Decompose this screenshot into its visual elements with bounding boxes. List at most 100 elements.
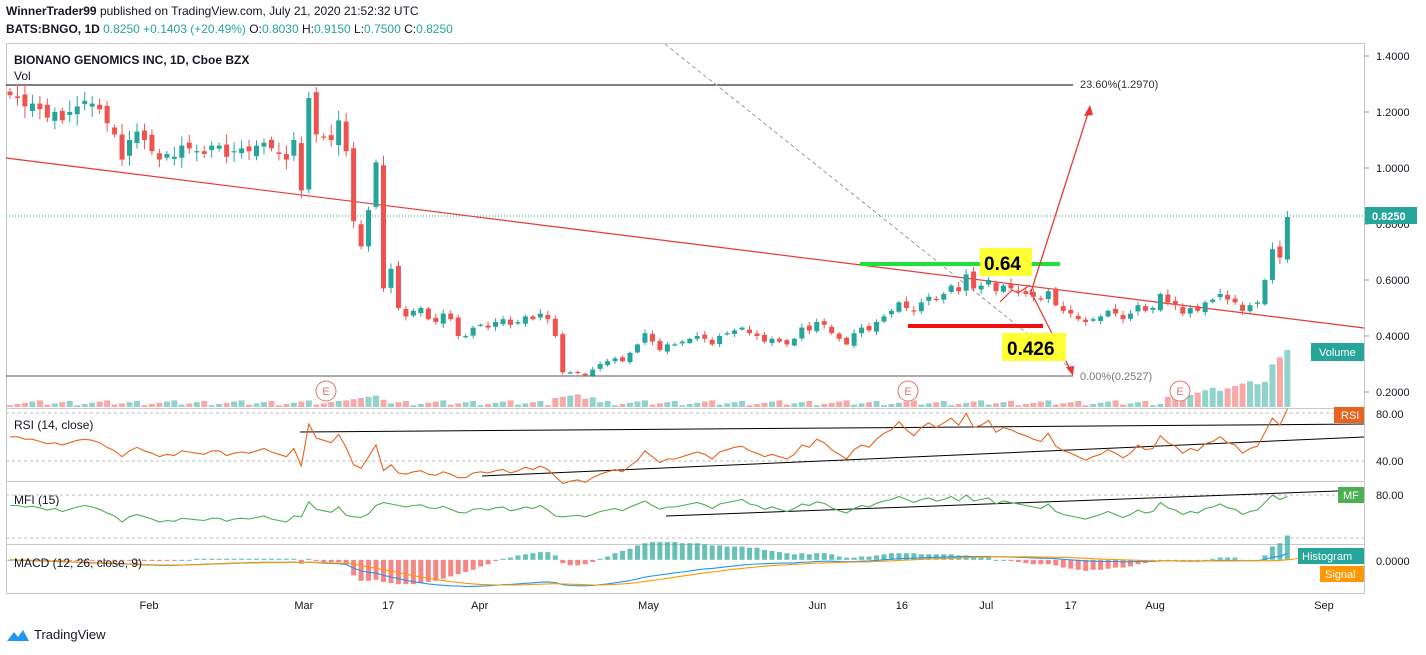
- macd-histogram-bar: [291, 558, 297, 560]
- price-axis[interactable]: 1.40001.20001.00000.80000.60000.40000.20…: [1364, 51, 1410, 399]
- macd-histogram-bar: [500, 558, 506, 560]
- volume-bar: [1209, 387, 1216, 407]
- volume-bar: [1082, 405, 1089, 407]
- volume-bar: [1134, 402, 1141, 407]
- volume-bar: [522, 403, 529, 407]
- macd-histogram-bar: [597, 558, 603, 560]
- volume-bar: [880, 405, 887, 407]
- earnings-marker-3[interactable]: E: [1169, 380, 1191, 402]
- volume-bar: [1045, 400, 1052, 407]
- macd-histogram-bar: [507, 557, 513, 560]
- candle-body: [1068, 309, 1074, 314]
- candle-body: [1210, 299, 1216, 302]
- macd-histogram-bar: [732, 546, 738, 560]
- macd-histogram-bar: [993, 559, 999, 561]
- volume-bar: [1172, 394, 1179, 407]
- macd-histogram-bar: [620, 550, 626, 560]
- volume-bar: [813, 405, 820, 407]
- macd-histogram-bar: [888, 553, 894, 560]
- macd-histogram-bar: [1225, 557, 1231, 560]
- candle-body: [507, 319, 513, 325]
- volume-bar: [1187, 395, 1194, 407]
- footer-brand[interactable]: TradingView: [6, 627, 106, 642]
- macd-histogram-bar: [366, 559, 372, 581]
- macd-histogram-bar: [552, 555, 558, 560]
- svg-text:E: E: [322, 386, 329, 398]
- candle-body: [179, 145, 185, 158]
- candle-body: [859, 327, 865, 334]
- symbol[interactable]: BATS:BNGO, 1D: [6, 22, 100, 36]
- level-064-highlight: [980, 248, 1032, 276]
- candle-body: [37, 103, 43, 110]
- macd-histogram-bar: [986, 557, 992, 560]
- macd-histogram-bar: [1030, 559, 1036, 565]
- volume-bar: [29, 401, 36, 407]
- volume-bar: [231, 401, 238, 407]
- macd-label: MACD (12, 26, close, 9): [14, 556, 142, 570]
- volume-bar: [843, 400, 850, 407]
- dashed-trendline: [664, 43, 1074, 371]
- rsi-tick-40: 40.00: [1376, 456, 1404, 468]
- price-axis-label: 1.0000: [1376, 163, 1410, 175]
- candlesticks: [7, 83, 1290, 378]
- candle-body: [986, 280, 992, 285]
- candle-body: [1157, 294, 1163, 311]
- candle-body: [1008, 283, 1014, 289]
- earnings-marker-1[interactable]: E: [315, 380, 337, 402]
- macd-histogram-bar: [627, 548, 633, 560]
- author-name[interactable]: WinnerTrader99: [6, 4, 97, 18]
- macd-histogram-bar: [119, 559, 125, 561]
- volume-bar: [462, 402, 469, 407]
- volume-bar: [671, 401, 678, 407]
- volume-bar: [649, 404, 656, 407]
- volume-bar: [440, 400, 447, 407]
- macd-histogram-bar: [896, 553, 902, 560]
- volume-bar: [350, 399, 357, 407]
- macd-histogram-bar: [276, 558, 282, 560]
- candle-body: [881, 316, 887, 322]
- candle-body: [1277, 246, 1283, 258]
- candle-body: [254, 145, 260, 157]
- volume-bar: [918, 404, 925, 407]
- candle-body: [283, 154, 289, 160]
- volume-bar: [387, 403, 394, 407]
- mfi-label: MFI (15): [14, 493, 59, 507]
- candle-body: [239, 148, 245, 154]
- candle-body: [52, 112, 58, 121]
- volume-bar: [604, 401, 611, 407]
- volume-bar: [425, 402, 432, 407]
- volume-bar: [888, 404, 895, 407]
- volume-bar: [514, 404, 521, 407]
- candle-body: [1060, 306, 1066, 311]
- macd-histogram-bar: [433, 559, 439, 581]
- candle-body: [358, 224, 364, 247]
- volume-bar: [754, 404, 760, 407]
- macd-histogram-bar: [171, 559, 177, 561]
- rsi-resistance-line: [299, 423, 1365, 433]
- candle-body: [896, 302, 902, 312]
- macd-histogram-bar: [1232, 557, 1238, 560]
- volume-badge-bg: [1311, 343, 1364, 361]
- low-value: 0.7500: [364, 22, 401, 36]
- volume-bar: [298, 401, 305, 407]
- volume-bar: [410, 405, 417, 407]
- candle-body: [926, 296, 932, 301]
- macd-histogram-bar: [859, 556, 865, 560]
- volume-bar: [14, 404, 21, 407]
- volume-bar: [582, 398, 589, 407]
- published-text: published on TradingView.com, July 21, 2…: [99, 4, 419, 18]
- volume-bar: [1164, 396, 1171, 407]
- rsi-label: RSI (14, close): [14, 418, 93, 432]
- candle-body: [156, 153, 162, 160]
- earnings-marker-2[interactable]: E: [897, 380, 919, 402]
- macd-histogram-bar: [1113, 559, 1119, 568]
- time-axis[interactable]: Feb Mar 17 Apr May Jun 16 Jul 17 Aug Sep: [140, 600, 1334, 612]
- volume-bar: [529, 402, 536, 407]
- candle-body: [1030, 291, 1036, 297]
- svg-text:E: E: [1176, 386, 1183, 398]
- macd-histogram-bar: [1269, 546, 1275, 560]
- macd-histogram-bar: [1172, 559, 1178, 561]
- candle-body: [478, 324, 484, 326]
- macd-histogram-bar: [186, 559, 192, 561]
